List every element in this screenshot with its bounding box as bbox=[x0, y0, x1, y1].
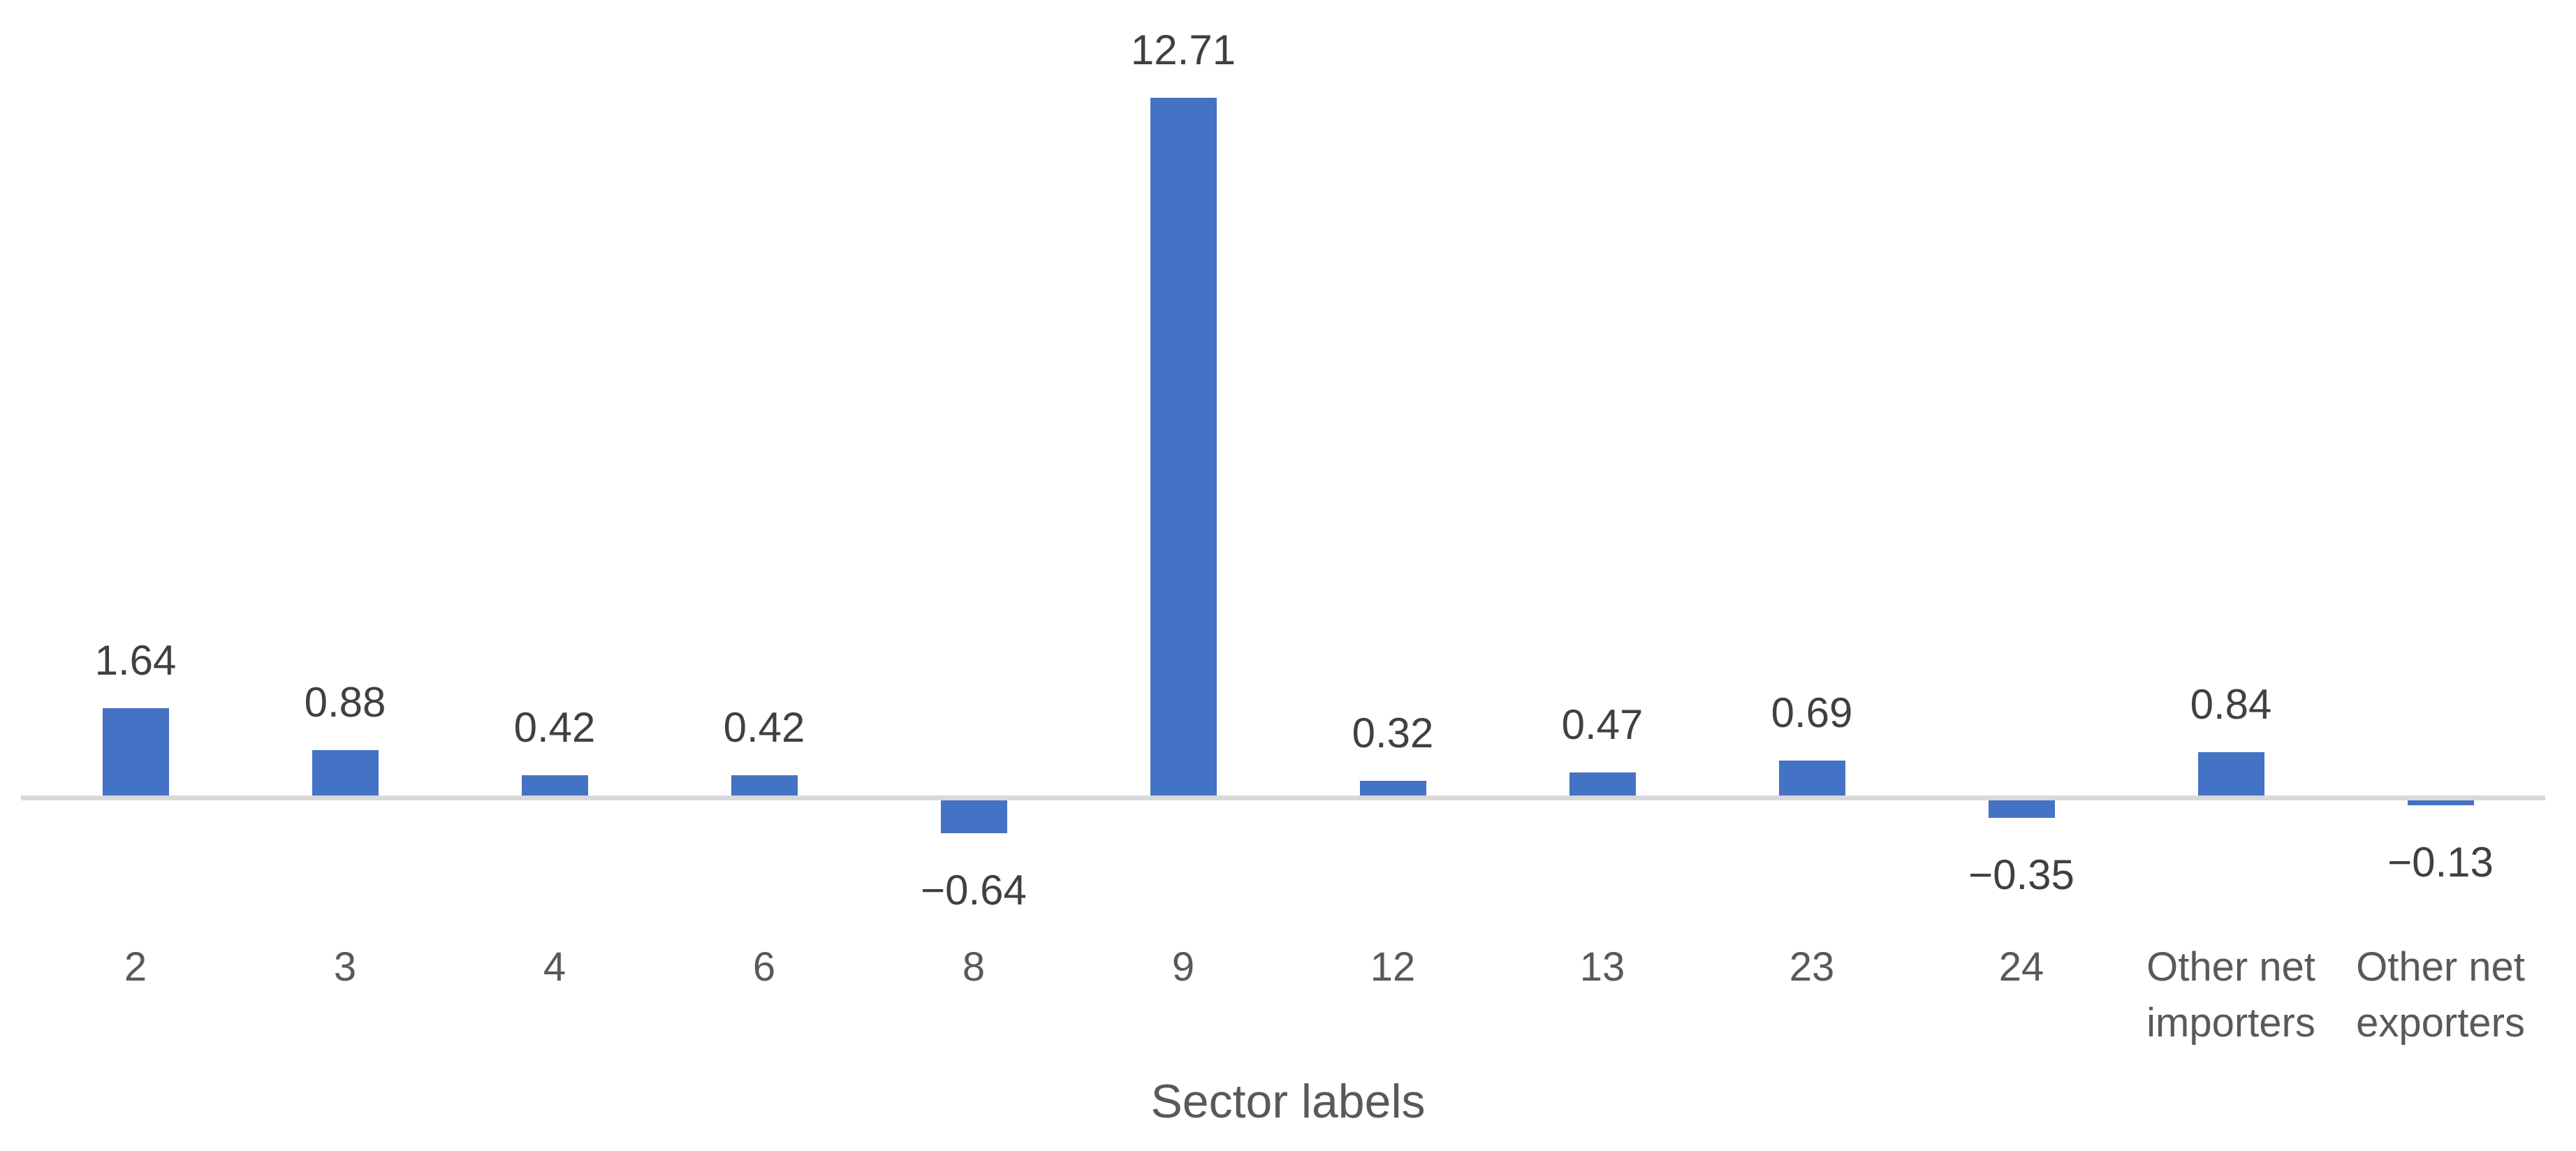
category-label: 12 bbox=[1370, 944, 1416, 990]
category-label: 3 bbox=[333, 944, 357, 990]
value-label: 1.64 bbox=[94, 636, 177, 684]
value-label: 0.84 bbox=[2190, 680, 2272, 728]
bar bbox=[1150, 98, 1217, 798]
bar bbox=[2407, 798, 2474, 806]
bar bbox=[1988, 798, 2055, 818]
category-label: 24 bbox=[1998, 944, 2044, 990]
category-label: 23 bbox=[1789, 944, 1835, 990]
value-label: 0.69 bbox=[1771, 689, 1853, 736]
value-label: −0.64 bbox=[921, 867, 1027, 914]
bar bbox=[521, 775, 588, 798]
value-label: 0.42 bbox=[513, 703, 596, 751]
bar bbox=[940, 798, 1007, 834]
bar bbox=[1778, 760, 1845, 798]
bar bbox=[1569, 772, 1636, 798]
bar bbox=[731, 775, 798, 798]
category-label: 13 bbox=[1579, 944, 1625, 990]
category-label: 4 bbox=[543, 944, 566, 990]
bar bbox=[2197, 752, 2264, 798]
category-label: Other net exporters bbox=[2356, 944, 2525, 1046]
bar bbox=[1359, 780, 1426, 798]
value-label: 0.32 bbox=[1352, 709, 1434, 756]
category-label: 8 bbox=[962, 944, 986, 990]
bar bbox=[312, 749, 379, 798]
value-label: 0.42 bbox=[723, 703, 805, 751]
x-axis-line bbox=[21, 796, 2545, 800]
value-label: 12.71 bbox=[1130, 27, 1236, 74]
category-label: 9 bbox=[1171, 944, 1195, 990]
category-label: 6 bbox=[752, 944, 776, 990]
value-label: 0.47 bbox=[1561, 701, 1644, 748]
bar bbox=[102, 708, 169, 798]
x-axis-title: Sector labels bbox=[1150, 1075, 1426, 1128]
category-label: 2 bbox=[124, 944, 147, 990]
value-label: −0.35 bbox=[1968, 851, 2074, 898]
category-label: Other net importers bbox=[2146, 944, 2315, 1046]
value-label: −0.13 bbox=[2387, 839, 2494, 886]
value-label: 0.88 bbox=[304, 678, 386, 726]
